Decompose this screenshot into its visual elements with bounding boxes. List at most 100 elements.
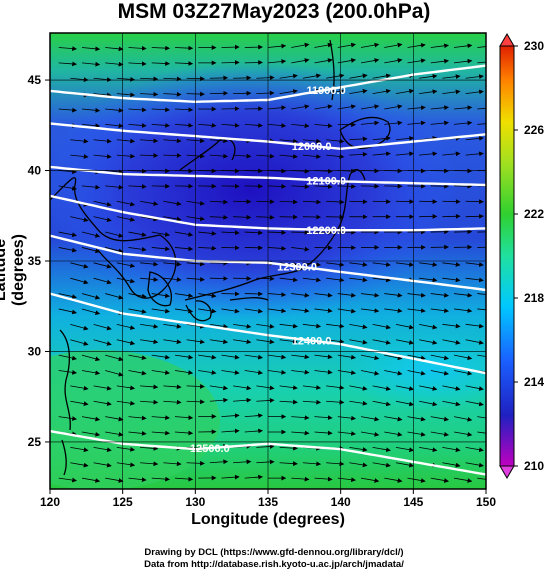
wind-arrow	[267, 354, 287, 360]
wind-arrow	[151, 246, 170, 252]
wind-arrow	[291, 123, 310, 129]
wind-arrow	[58, 477, 77, 483]
korea-coastline	[147, 271, 172, 307]
wind-arrow	[302, 73, 322, 79]
y-axis-label: Latitude (degrees)	[0, 233, 27, 307]
wind-arrow	[221, 474, 240, 480]
wind-arrow	[140, 399, 159, 405]
wind-arrow	[349, 88, 368, 95]
wind-arrow	[209, 153, 229, 159]
wind-arrow	[93, 154, 112, 159]
wind-arrow	[314, 292, 333, 298]
wind-arrow	[349, 73, 368, 79]
wind-arrow	[174, 123, 194, 128]
x-tick-label: 150	[476, 495, 496, 509]
wind-arrow	[93, 462, 112, 468]
wind-arrow	[93, 200, 112, 207]
wind-arrow	[302, 154, 322, 159]
wind-arrow	[430, 58, 449, 64]
wind-arrow	[105, 231, 124, 238]
wind-arrow	[163, 138, 182, 144]
wind-arrow	[70, 385, 89, 391]
wind-arrow	[430, 431, 449, 437]
wind-arrow	[314, 476, 333, 482]
wind-arrow	[279, 339, 298, 344]
wind-arrow	[453, 431, 473, 437]
wind-arrow	[430, 292, 449, 298]
wind-arrow	[174, 476, 194, 482]
wind-arrow	[58, 46, 77, 51]
wind-arrow	[233, 397, 252, 403]
wind-arrow	[395, 339, 415, 345]
x-axis-ticks: 120 125 130 135 140 145 150	[40, 489, 496, 509]
wind-arrow	[116, 92, 136, 98]
wind-arrow	[93, 385, 112, 391]
x-tick-label: 140	[331, 495, 351, 509]
wind-arrow	[256, 276, 275, 282]
wind-arrow	[465, 400, 484, 407]
wind-arrow	[244, 428, 263, 434]
honshu-coastline	[184, 168, 366, 301]
wind-arrow	[81, 416, 101, 422]
wind-arrow	[174, 415, 194, 421]
wind-arrow	[151, 308, 170, 314]
wind-arrow	[419, 400, 438, 407]
wind-arrow	[116, 323, 136, 330]
wind-arrow	[430, 308, 449, 313]
wind-arrow	[430, 370, 449, 376]
wind-arrow	[267, 105, 287, 111]
wind-arrow	[174, 45, 194, 51]
y-tick-label: 40	[28, 164, 42, 178]
wind-arrow	[58, 107, 77, 113]
wind-arrow	[93, 92, 112, 98]
wind-arrow	[93, 77, 112, 82]
wind-arrow	[442, 262, 461, 267]
wind-arrow	[198, 245, 217, 251]
wind-arrow	[198, 308, 217, 314]
wind-arrow	[151, 430, 170, 436]
wind-arrow	[453, 477, 473, 483]
wind-arrow	[128, 308, 147, 314]
contour-label: 11900.0	[307, 85, 346, 97]
wind-arrow	[314, 104, 333, 110]
wind-arrow	[279, 138, 298, 144]
wind-arrow	[384, 416, 403, 422]
wind-arrow	[430, 120, 449, 126]
wind-arrow	[151, 107, 170, 113]
wind-arrow	[349, 262, 368, 267]
wind-arrow	[198, 354, 217, 360]
wind-arrow	[465, 89, 484, 95]
wind-arrow	[256, 75, 275, 81]
wind-arrow	[302, 138, 322, 144]
wind-arrow	[209, 385, 229, 391]
wind-arrow	[302, 262, 322, 267]
wind-arrow	[105, 370, 124, 377]
wind-arrow	[105, 416, 124, 422]
wind-arrow	[128, 184, 147, 189]
credit-data: Data from http://database.rish.kyoto-u.a…	[144, 559, 404, 570]
wind-arrow	[128, 61, 147, 67]
wind-arrow	[453, 105, 473, 111]
wind-arrow	[349, 199, 368, 205]
wind-arrow	[256, 339, 275, 345]
wind-arrow	[267, 43, 287, 49]
wind-arrow	[105, 354, 124, 362]
wind-arrow	[81, 354, 101, 362]
wind-arrow	[267, 369, 287, 375]
wind-arrow	[430, 43, 449, 49]
wind-arrow	[244, 370, 263, 375]
wind-arrow	[395, 385, 415, 391]
wind-arrow	[384, 370, 403, 376]
wind-arrow	[453, 308, 473, 313]
y-tick-label: 25	[28, 435, 42, 449]
wind-arrow	[128, 45, 147, 51]
wind-arrow	[372, 462, 391, 468]
wind-arrow	[163, 384, 182, 390]
wind-arrow	[372, 88, 391, 95]
wind-arrow	[93, 400, 112, 406]
wind-arrow	[302, 461, 322, 467]
wind-arrow	[233, 323, 252, 329]
wind-arrow	[360, 104, 380, 110]
wind-arrow	[267, 59, 287, 64]
wind-arrow	[407, 416, 426, 422]
